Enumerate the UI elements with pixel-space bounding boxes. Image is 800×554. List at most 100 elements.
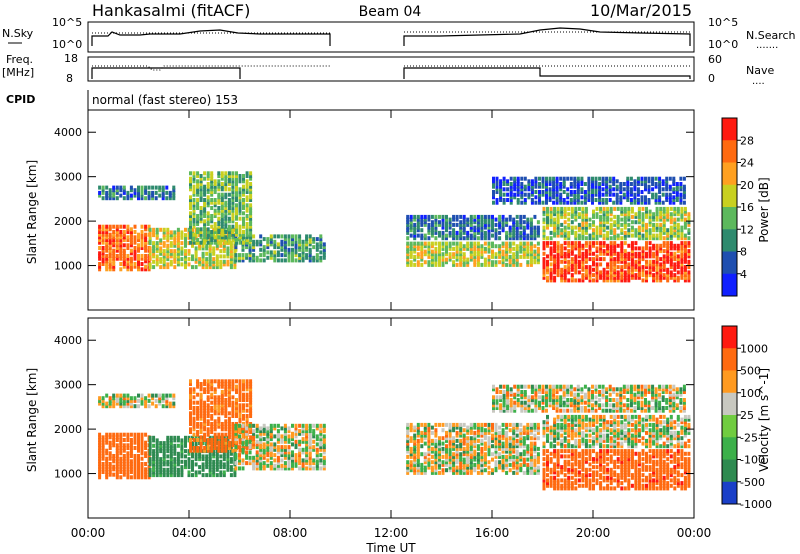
velocity-echo-cell bbox=[159, 457, 163, 462]
power-echo-cell bbox=[676, 254, 680, 259]
velocity-echo-cell bbox=[238, 448, 242, 453]
velocity-echo-cell bbox=[438, 452, 441, 457]
power-echo-cell bbox=[505, 230, 509, 235]
power-echo-cell bbox=[505, 257, 509, 262]
velocity-echo-cell bbox=[406, 444, 410, 449]
velocity-echo-cell bbox=[235, 379, 238, 384]
power-echo-cell bbox=[609, 241, 613, 246]
velocity-echo-cell bbox=[529, 460, 533, 465]
velocity-echo-cell bbox=[101, 448, 105, 453]
velocity-echo-cell bbox=[280, 453, 284, 458]
power-echo-cell bbox=[623, 270, 627, 275]
power-echo-cell bbox=[515, 233, 519, 238]
power-echo-cell bbox=[583, 182, 587, 186]
velocity-echo-cell bbox=[438, 446, 441, 451]
power-echo-cell bbox=[616, 243, 620, 248]
power-echo-cell bbox=[155, 235, 159, 240]
power-echo-cell bbox=[676, 259, 680, 264]
power-echo-cell bbox=[501, 244, 505, 249]
power-echo-cell bbox=[533, 260, 537, 265]
power-echo-cell bbox=[626, 198, 630, 202]
velocity-echo-cell bbox=[259, 458, 263, 463]
velocity-echo-cell bbox=[409, 436, 413, 441]
power-echo-cell bbox=[608, 198, 612, 202]
velocity-echo-cell bbox=[413, 460, 417, 465]
velocity-echo-cell bbox=[308, 450, 312, 455]
power-echo-cell bbox=[676, 265, 680, 270]
velocity-echo-cell bbox=[276, 445, 280, 450]
velocity-echo-cell bbox=[213, 443, 217, 448]
power-echo-cell bbox=[595, 265, 599, 270]
velocity-echo-cell bbox=[473, 422, 477, 427]
velocity-echo-cell bbox=[498, 433, 502, 438]
power-echo-cell bbox=[217, 230, 221, 234]
velocity-echo-cell bbox=[155, 457, 159, 462]
power-echo-cell bbox=[529, 222, 533, 227]
power-echo-cell bbox=[634, 262, 638, 267]
power-echo-cell bbox=[423, 214, 427, 219]
power-echo-cell bbox=[129, 185, 133, 190]
power-echo-cell bbox=[115, 238, 119, 242]
power-echo-cell bbox=[545, 176, 548, 181]
power-echo-cell bbox=[227, 230, 231, 234]
power-echo-cell bbox=[196, 184, 200, 189]
power-echo-cell bbox=[630, 209, 634, 214]
power-echo-cell bbox=[222, 246, 226, 251]
velocity-echo-cell bbox=[508, 444, 512, 449]
power-echo-cell bbox=[522, 254, 526, 259]
power-echo-cell bbox=[441, 257, 445, 262]
velocity-echo-cell bbox=[199, 392, 203, 397]
velocity-echo-cell bbox=[255, 434, 259, 439]
velocity-echo-cell bbox=[287, 429, 291, 434]
power-echo-cell bbox=[491, 241, 494, 246]
power-echo-cell bbox=[555, 176, 559, 181]
velocity-echo-cell bbox=[245, 439, 249, 444]
velocity-echo-cell bbox=[140, 443, 144, 448]
power-echo-cell bbox=[680, 265, 684, 270]
power-echo-cell bbox=[151, 185, 155, 190]
power-echo-cell bbox=[645, 212, 648, 217]
velocity-echo-cell bbox=[301, 463, 305, 468]
velocity-echo-cell bbox=[259, 434, 263, 439]
power-echo-cell bbox=[476, 220, 480, 225]
power-echo-cell bbox=[606, 249, 610, 254]
power-echo-cell bbox=[570, 243, 574, 248]
power-echo-cell bbox=[409, 252, 413, 257]
power-echo-cell bbox=[645, 246, 648, 251]
power-echo-cell bbox=[555, 187, 559, 192]
power-echo-cell bbox=[133, 248, 137, 253]
power-echo-cell bbox=[588, 236, 592, 241]
velocity-echo-cell bbox=[198, 451, 202, 456]
power-echo-cell bbox=[553, 241, 557, 246]
velocity-echo-cell bbox=[505, 470, 509, 475]
velocity-echo-cell bbox=[180, 467, 184, 472]
velocity-echo-cell bbox=[498, 460, 502, 465]
velocity-echo-cell bbox=[276, 455, 280, 460]
power-echo-cell bbox=[577, 214, 581, 219]
power-echo-cell bbox=[553, 257, 557, 262]
velocity-echo-cell bbox=[172, 396, 176, 401]
velocity-echo-cell bbox=[308, 445, 312, 450]
power-echo-cell bbox=[542, 275, 546, 280]
power-echo-cell bbox=[283, 242, 287, 247]
power-echo-cell bbox=[499, 192, 503, 197]
power-echo-cell bbox=[655, 222, 659, 227]
power-echo-cell bbox=[231, 230, 235, 234]
velocity-echo-cell bbox=[438, 422, 441, 427]
velocity-echo-cell bbox=[301, 439, 305, 444]
velocity-echo-cell bbox=[406, 430, 410, 435]
velocity-echo-cell bbox=[201, 462, 205, 467]
power-echo-cell bbox=[601, 198, 605, 202]
power-echo-cell bbox=[616, 222, 620, 227]
velocity-echo-cell bbox=[203, 382, 207, 386]
power-echo-cell bbox=[627, 278, 631, 283]
velocity-echo-cell bbox=[210, 424, 214, 429]
velocity-echo-cell bbox=[162, 451, 166, 456]
power-echo-cell bbox=[567, 249, 571, 254]
power-echo-cell bbox=[487, 222, 491, 227]
power-echo-cell bbox=[546, 243, 549, 248]
power-echo-cell bbox=[119, 248, 123, 253]
velocity-echo-cell bbox=[192, 446, 196, 450]
power-echo-cell bbox=[527, 192, 531, 197]
velocity-echo-cell bbox=[227, 446, 231, 450]
